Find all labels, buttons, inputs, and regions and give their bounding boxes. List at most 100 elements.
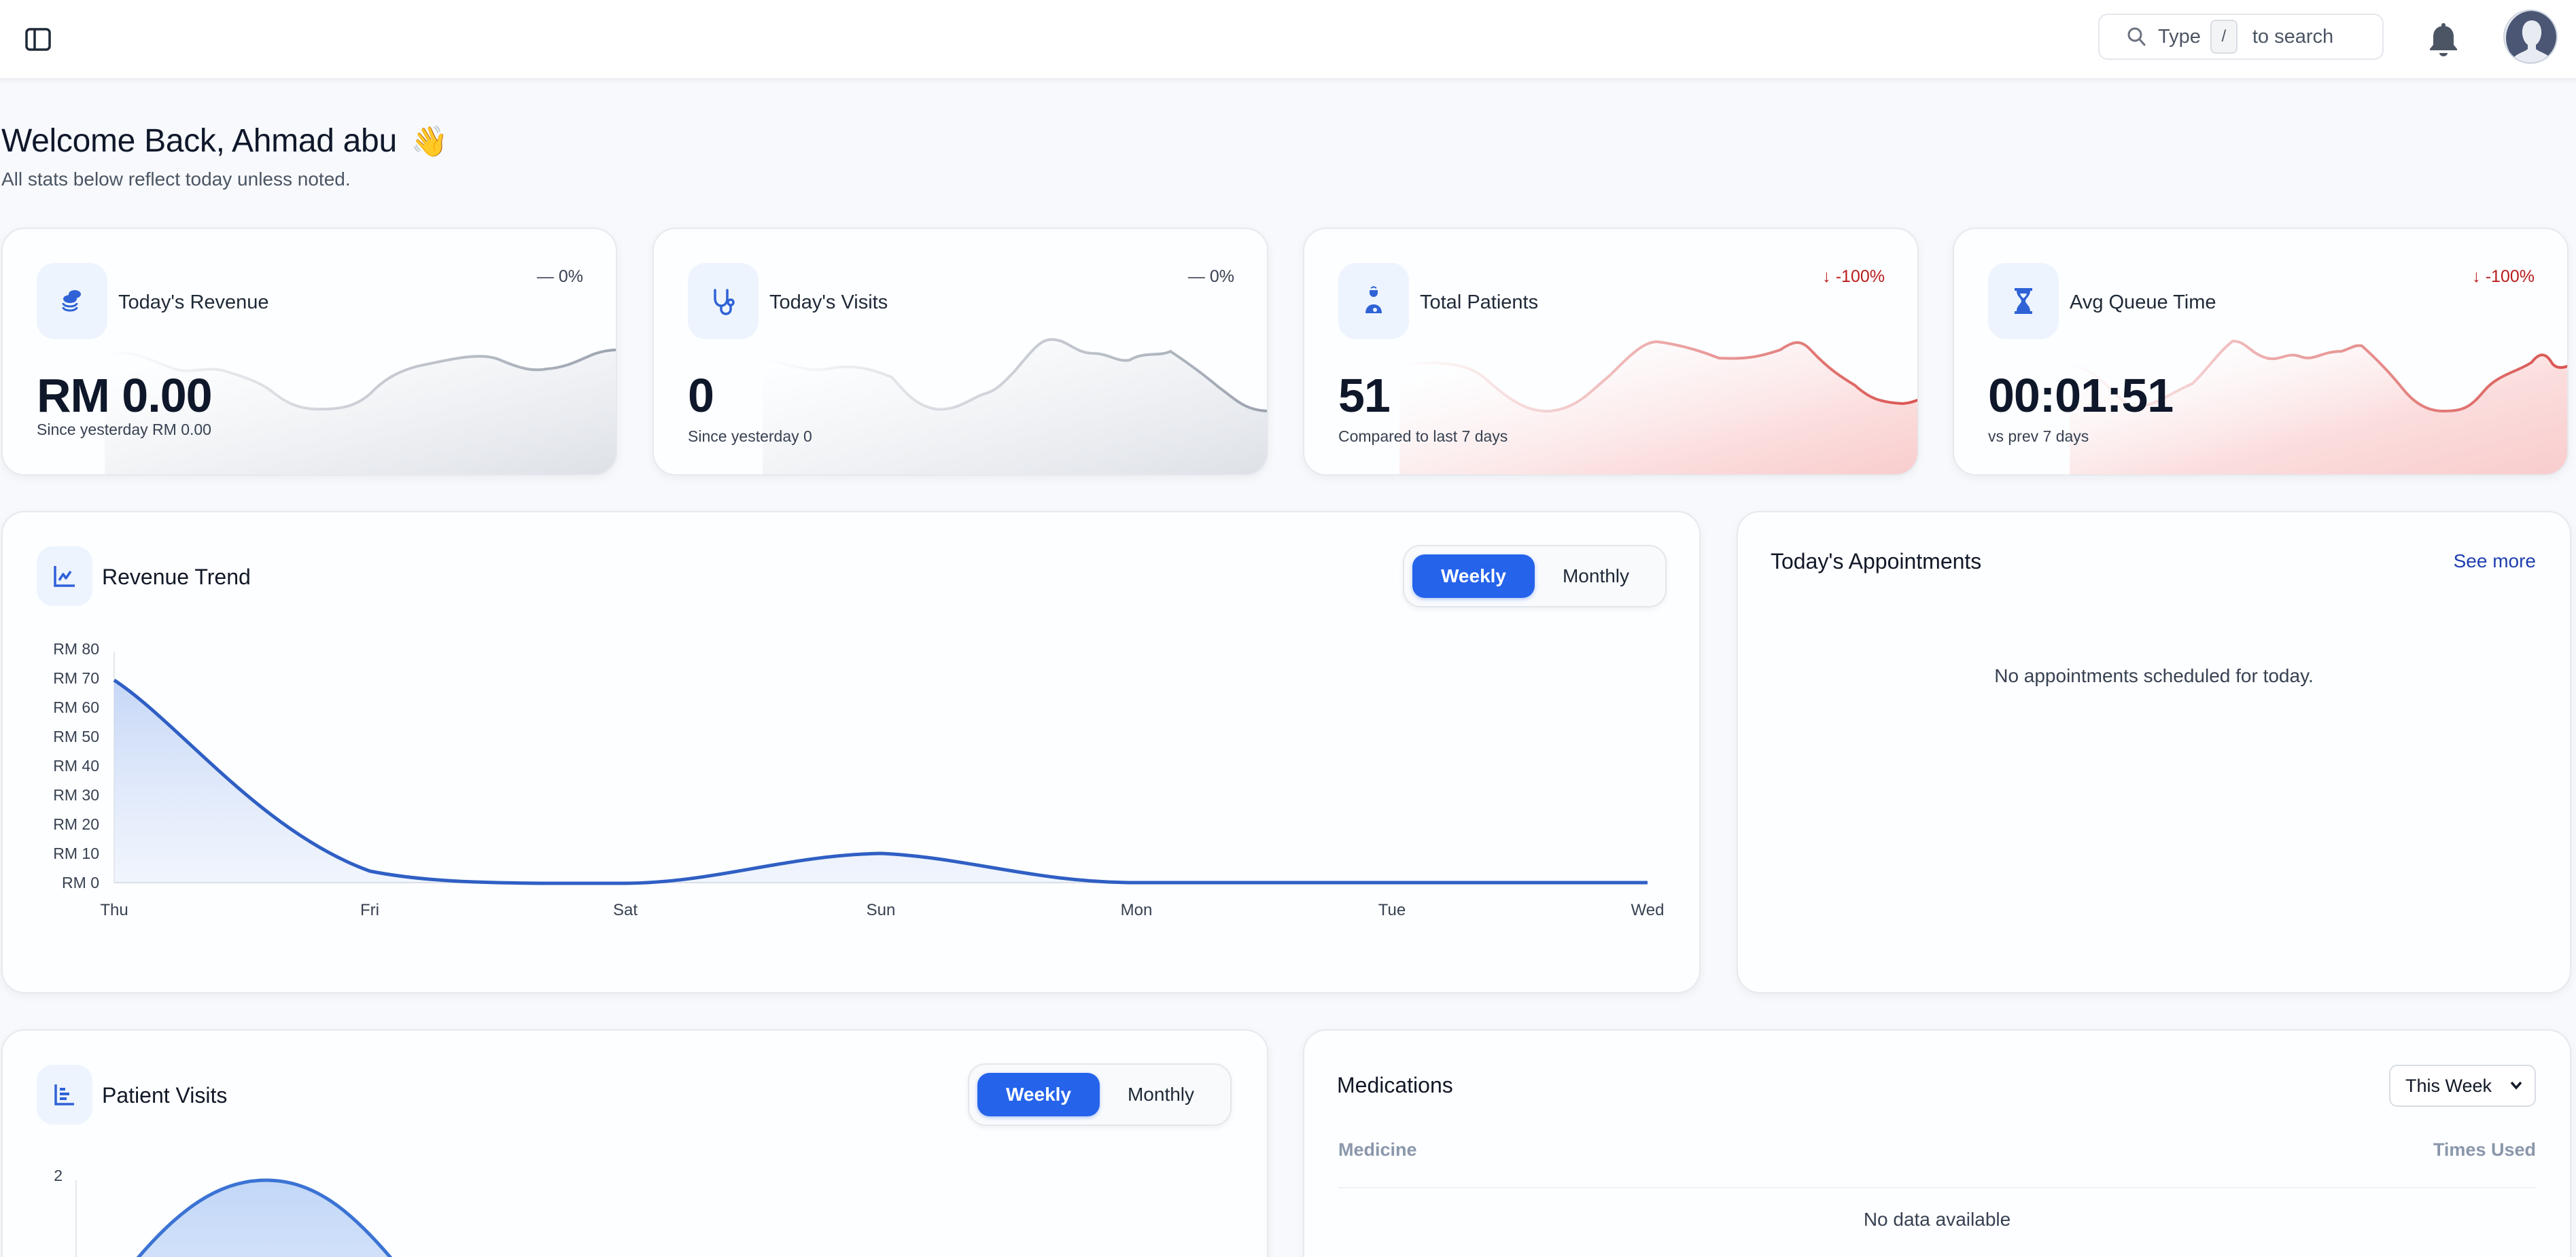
stat-subtext: Compared to last 7 days	[1338, 427, 1508, 445]
x-tick: Tue	[1378, 901, 1406, 919]
search-hint-suffix: to search	[2252, 25, 2334, 48]
user-avatar[interactable]	[2503, 10, 2558, 64]
stat-card-patients[interactable]: Total Patients ↓ -100% 51 Compared to la…	[1303, 228, 1919, 476]
search-input[interactable]: Type / to search	[2098, 14, 2384, 60]
revenue-sparkline	[104, 349, 616, 474]
sidebar-toggle-icon	[25, 28, 51, 51]
stat-change-value: -100%	[1835, 267, 1885, 286]
queue-time-sparkline	[2069, 339, 2567, 474]
x-tick: Thu	[100, 901, 128, 919]
visits-sparkline	[762, 338, 1267, 474]
stat-label: Avg Queue Time	[2070, 291, 2216, 313]
column-header-medicine: Medicine	[1338, 1139, 1417, 1160]
y-tick: RM 70	[53, 669, 99, 687]
stat-change-value: 0%	[558, 267, 583, 286]
panel-title: Today's Appointments	[1771, 549, 1982, 573]
y-tick: RM 10	[53, 845, 99, 862]
period-select[interactable]: This Week	[2389, 1065, 2536, 1107]
see-more-link[interactable]: See more	[2453, 550, 2536, 571]
stat-change-badge: ↓ -100%	[1822, 267, 1885, 287]
stethoscope-icon	[714, 289, 735, 315]
y-tick: RM 40	[53, 757, 99, 775]
period-toggle: Weekly Monthly	[1403, 545, 1667, 607]
panel-title: Revenue Trend	[102, 565, 251, 589]
dash-icon: —	[536, 267, 559, 286]
stat-value: 51	[1338, 369, 1391, 422]
chevron-down-icon	[2510, 1081, 2522, 1090]
y-tick: 2	[54, 1167, 63, 1184]
stat-change-badge: — 0%	[1188, 267, 1234, 287]
stat-value: 00:01:51	[1988, 369, 2174, 422]
panel-title: Medications	[1337, 1073, 1453, 1097]
patient-visits-card: Patient Visits Weekly Monthly 2	[1, 1029, 1268, 1257]
stat-icon-box	[688, 263, 759, 339]
top-bar: Type / to search	[0, 0, 2576, 79]
toggle-weekly[interactable]: Weekly	[1412, 554, 1535, 598]
stat-icon-box	[1338, 263, 1409, 339]
y-tick: RM 20	[53, 815, 99, 833]
page-title: Welcome Back, Ahmad abu 👋	[1, 122, 449, 160]
dash-icon: —	[1187, 267, 1210, 286]
patient-icon	[1365, 286, 1382, 313]
patients-sparkline	[1399, 340, 1917, 474]
stat-card-queue-time[interactable]: Avg Queue Time ↓ -100% 00:01:51 vs prev …	[1953, 228, 2569, 476]
stat-icon-box	[37, 263, 107, 339]
empty-state-message: No data available	[1863, 1209, 2011, 1230]
stat-change-badge: — 0%	[537, 267, 583, 287]
toggle-monthly[interactable]: Monthly	[1127, 1084, 1195, 1105]
arrow-down-icon: ↓	[2472, 267, 2486, 286]
search-icon	[2127, 27, 2146, 46]
panel-icon-box	[37, 1065, 92, 1125]
coins-icon	[62, 290, 81, 312]
x-tick: Mon	[1120, 901, 1153, 919]
x-tick: Sun	[866, 901, 896, 919]
revenue-trend-card: Revenue Trend Weekly Monthly RM 80 RM 70…	[1, 511, 1701, 993]
revenue-trend-chart	[113, 652, 1648, 885]
y-tick: RM 0	[62, 874, 99, 891]
stat-subtext: Since yesterday RM 0.00	[37, 421, 211, 438]
notifications-button[interactable]	[2426, 20, 2460, 58]
bar-chart-icon	[54, 1084, 74, 1105]
sidebar-toggle-button[interactable]	[24, 27, 52, 52]
toggle-monthly[interactable]: Monthly	[1562, 565, 1630, 586]
stat-label: Today's Revenue	[118, 291, 269, 313]
welcome-text: Welcome Back, Ahmad abu	[1, 123, 397, 159]
toggle-weekly[interactable]: Weekly	[977, 1073, 1100, 1116]
bell-icon	[2430, 23, 2457, 56]
appointments-card: Today's Appointments See more No appoint…	[1737, 511, 2571, 993]
y-tick: RM 80	[53, 640, 99, 658]
y-tick: RM 50	[53, 728, 99, 745]
stat-value: RM 0.00	[37, 369, 213, 422]
medications-card: Medications This Week Medicine Times Use…	[1303, 1029, 2571, 1257]
arrow-down-icon: ↓	[1822, 267, 1836, 286]
stat-value: 0	[688, 369, 714, 422]
x-tick: Wed	[1631, 901, 1665, 919]
stat-subtext: Since yesterday 0	[688, 427, 812, 445]
stat-icon-box	[1988, 263, 2059, 339]
stat-label: Today's Visits	[769, 291, 888, 313]
stat-card-revenue[interactable]: Today's Revenue — 0% RM 0.00 Since yeste…	[1, 228, 617, 476]
hourglass-icon	[2015, 288, 2032, 314]
y-tick: RM 60	[53, 698, 99, 716]
table-divider	[1338, 1187, 2536, 1188]
y-tick: RM 30	[53, 786, 99, 804]
stat-subtext: vs prev 7 days	[1988, 427, 2089, 445]
stat-card-visits[interactable]: Today's Visits — 0% 0 Since yesterday 0	[652, 228, 1268, 476]
x-tick: Fri	[360, 901, 379, 919]
empty-state-message: No appointments scheduled for today.	[1994, 665, 2314, 686]
stat-label: Total Patients	[1420, 291, 1539, 313]
period-select-value: This Week	[2405, 1075, 2492, 1096]
line-chart-icon	[54, 566, 75, 587]
search-shortcut-key: /	[2210, 20, 2238, 54]
page-subtitle: All stats below reflect today unless not…	[1, 169, 351, 190]
stat-change-value: 0%	[1209, 267, 1234, 286]
x-tick: Sat	[612, 901, 638, 919]
panel-icon-box	[37, 546, 92, 606]
period-toggle: Weekly Monthly	[968, 1063, 1232, 1126]
search-hint-prefix: Type	[2158, 25, 2201, 48]
panel-title: Patient Visits	[102, 1083, 228, 1108]
patient-visits-chart	[75, 1178, 393, 1257]
waving-hand-icon: 👋	[411, 125, 449, 158]
stat-change-badge: ↓ -100%	[2472, 267, 2535, 287]
user-avatar-icon	[2506, 11, 2556, 63]
